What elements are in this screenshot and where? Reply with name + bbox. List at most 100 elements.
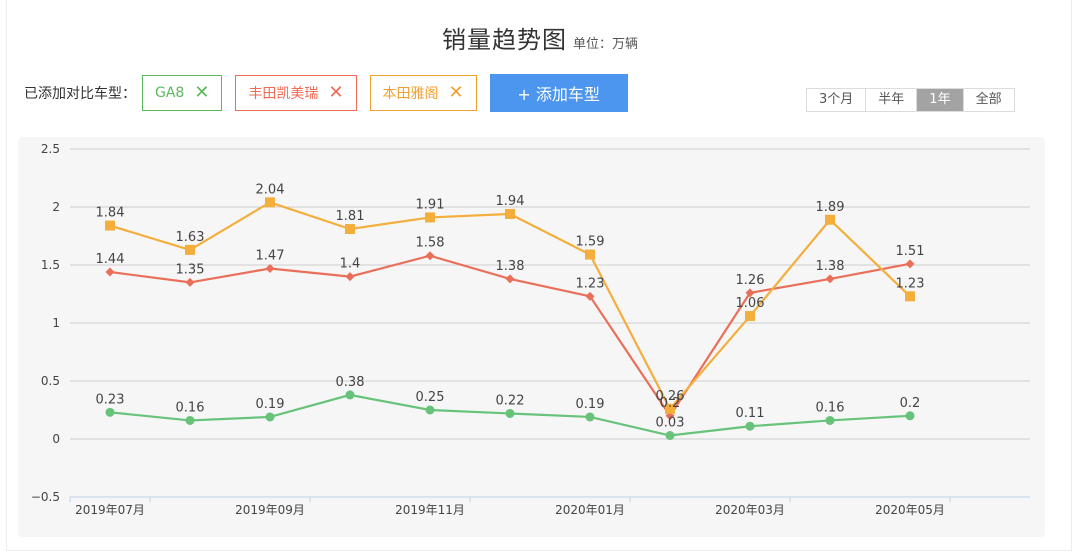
data-label: 0.03	[656, 416, 685, 431]
data-label: 0.22	[496, 393, 525, 408]
data-label: 0.26	[656, 389, 685, 404]
data-point	[105, 220, 115, 231]
y-tick-label: 1.5	[41, 258, 60, 272]
x-tick-label: 2019年07月	[75, 503, 145, 517]
range-1-year[interactable]: 1年	[917, 89, 964, 111]
data-label: 0.19	[576, 397, 605, 412]
data-label: 0.11	[736, 406, 765, 421]
compare-label: 已添加对比车型：	[24, 86, 136, 102]
data-point	[425, 212, 435, 223]
close-icon[interactable]: ✕	[194, 82, 210, 103]
data-label: 2.04	[256, 182, 285, 197]
chart-title: 销量趋势图	[441, 26, 567, 54]
data-label: 0.19	[256, 397, 285, 412]
data-point	[105, 407, 115, 417]
series-lines	[105, 197, 915, 441]
data-point	[825, 214, 835, 225]
data-point	[345, 390, 355, 400]
y-tick-label: 1	[52, 316, 60, 330]
time-range-selector: 3个月 半年 1年 全部	[806, 88, 1015, 112]
data-point	[585, 412, 595, 422]
data-label: 1.06	[736, 296, 765, 311]
data-point	[585, 291, 595, 301]
data-point	[825, 415, 835, 425]
plot-area	[18, 137, 1045, 537]
data-point	[185, 415, 195, 425]
y-tick-label: −0.5	[31, 490, 60, 504]
data-point	[425, 405, 435, 415]
data-point	[745, 311, 755, 322]
data-label: 1.47	[256, 248, 285, 263]
close-icon[interactable]: ✕	[328, 82, 344, 103]
data-point	[505, 274, 515, 284]
data-label: 0.2	[660, 396, 681, 411]
range-all[interactable]: 全部	[963, 89, 1014, 111]
data-point	[185, 277, 195, 287]
x-tick-label: 2020年01月	[555, 503, 625, 517]
data-label: 1.59	[576, 235, 605, 250]
data-point	[745, 421, 755, 431]
data-point	[505, 208, 515, 219]
grid-lines	[70, 148, 1030, 498]
model-tag-label: 本田雅阁	[382, 86, 439, 102]
data-label: 1.26	[736, 273, 765, 288]
data-point	[265, 263, 275, 273]
x-axis: 2019年07月 2019年09月 2019年11月 2020年01月 2020年03月…	[69, 496, 1030, 517]
data-label: 1.91	[416, 197, 445, 212]
data-label: 1.23	[896, 276, 925, 291]
model-tag-ga8[interactable]: GA8 ✕	[142, 75, 223, 111]
data-label: 0.2	[900, 396, 921, 411]
data-label: 0.16	[816, 400, 845, 415]
y-tick-label: 0	[52, 432, 60, 446]
data-point	[345, 224, 355, 235]
data-label: 1.38	[816, 259, 845, 274]
data-point	[905, 259, 915, 269]
x-tick-label: 2020年03月	[715, 503, 785, 517]
series-line-2	[109, 201, 911, 411]
data-label: 1.58	[416, 236, 445, 251]
data-point	[265, 197, 275, 208]
range-half-year[interactable]: 半年	[866, 89, 918, 111]
y-tick-label: 2	[52, 200, 60, 214]
data-label: 1.35	[176, 262, 205, 277]
data-label: 1.94	[496, 194, 525, 209]
close-icon[interactable]: ✕	[448, 82, 464, 103]
data-label: 1.51	[896, 244, 925, 259]
data-point	[585, 249, 595, 260]
data-point	[265, 412, 275, 422]
data-label: 1.38	[496, 259, 525, 274]
model-tag-label: GA8	[155, 85, 185, 101]
data-point	[745, 288, 755, 298]
data-point	[665, 403, 675, 414]
y-axis: 2.5 2 1.5 1 0.5 0 −0.5	[31, 142, 60, 504]
chart-header: 销量趋势图 单位：万辆	[0, 20, 1080, 60]
unit-label: 单位：万辆	[572, 37, 638, 52]
add-model-button[interactable]: + 添加车型	[489, 74, 628, 112]
data-label: 1.63	[176, 230, 205, 245]
y-tick-label: 2.5	[41, 142, 60, 156]
data-label: 1.44	[96, 252, 125, 267]
data-label: 1.23	[576, 276, 605, 291]
data-label: 1.89	[816, 200, 845, 215]
data-labels: 0.23 0.16 0.19 0.38 0.25 0.22 0.19 0.03 0.11 0.16…	[96, 182, 925, 430]
data-point	[345, 272, 355, 282]
range-3-months[interactable]: 3个月	[807, 89, 867, 111]
data-point	[905, 411, 915, 421]
data-label: 0.38	[336, 375, 365, 390]
x-tick-label: 2020年05月	[875, 503, 945, 517]
data-label: 1.81	[336, 209, 365, 224]
data-label: 0.23	[96, 392, 125, 407]
data-point	[425, 251, 435, 261]
data-label: 1.4	[340, 257, 361, 272]
data-point	[665, 431, 675, 441]
x-tick-label: 2019年11月	[395, 503, 465, 517]
y-tick-label: 0.5	[41, 374, 60, 388]
data-point	[905, 291, 915, 302]
data-point	[105, 267, 115, 277]
x-tick-label: 2019年09月	[235, 503, 305, 517]
model-tag-accord[interactable]: 本田雅阁 ✕	[369, 75, 477, 111]
model-tag-camry[interactable]: 丰田凯美瑞 ✕	[235, 75, 357, 111]
model-tag-label: 丰田凯美瑞	[248, 86, 319, 102]
compare-bar: 已添加对比车型： GA8 ✕ 丰田凯美瑞 ✕ 本田雅阁 ✕ + 添加车型	[24, 74, 628, 112]
